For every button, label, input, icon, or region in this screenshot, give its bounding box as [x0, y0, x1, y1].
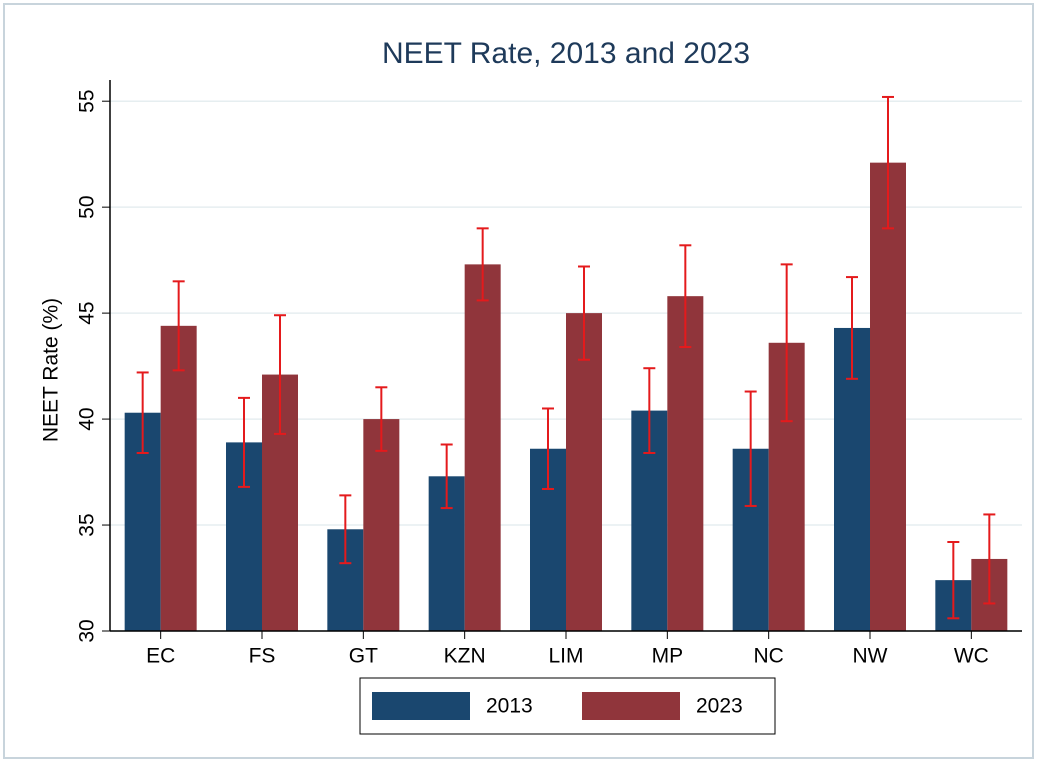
x-tick-label: NW — [853, 645, 888, 668]
legend-label: 2023 — [696, 695, 743, 718]
x-tick-label: KZN — [444, 645, 486, 668]
bar — [160, 325, 197, 631]
legend-label: 2013 — [486, 695, 533, 718]
bar — [566, 313, 602, 631]
y-tick-label: 35 — [76, 513, 99, 536]
x-tick-label: MP — [652, 645, 684, 668]
y-axis-title: NEET Rate (%) — [40, 298, 63, 442]
x-tick-label: NC — [753, 645, 783, 668]
x-tick-label: GT — [349, 645, 378, 668]
y-tick-label: 30 — [76, 619, 99, 642]
x-tick-label: WC — [954, 645, 989, 668]
bar — [464, 264, 501, 631]
y-tick-label: 40 — [76, 407, 99, 430]
bar — [667, 296, 704, 631]
legend-swatch — [372, 692, 470, 720]
x-tick-label: EC — [146, 645, 175, 668]
bar — [870, 162, 906, 631]
x-tick-label: FS — [249, 645, 276, 668]
legend-swatch — [582, 692, 680, 720]
y-tick-label: 45 — [76, 301, 99, 324]
y-tick-label: 55 — [76, 90, 99, 113]
bar — [363, 419, 400, 631]
chart-title: NEET Rate, 2013 and 2023 — [382, 37, 750, 70]
y-tick-label: 50 — [76, 195, 99, 218]
x-tick-label: LIM — [548, 645, 583, 668]
